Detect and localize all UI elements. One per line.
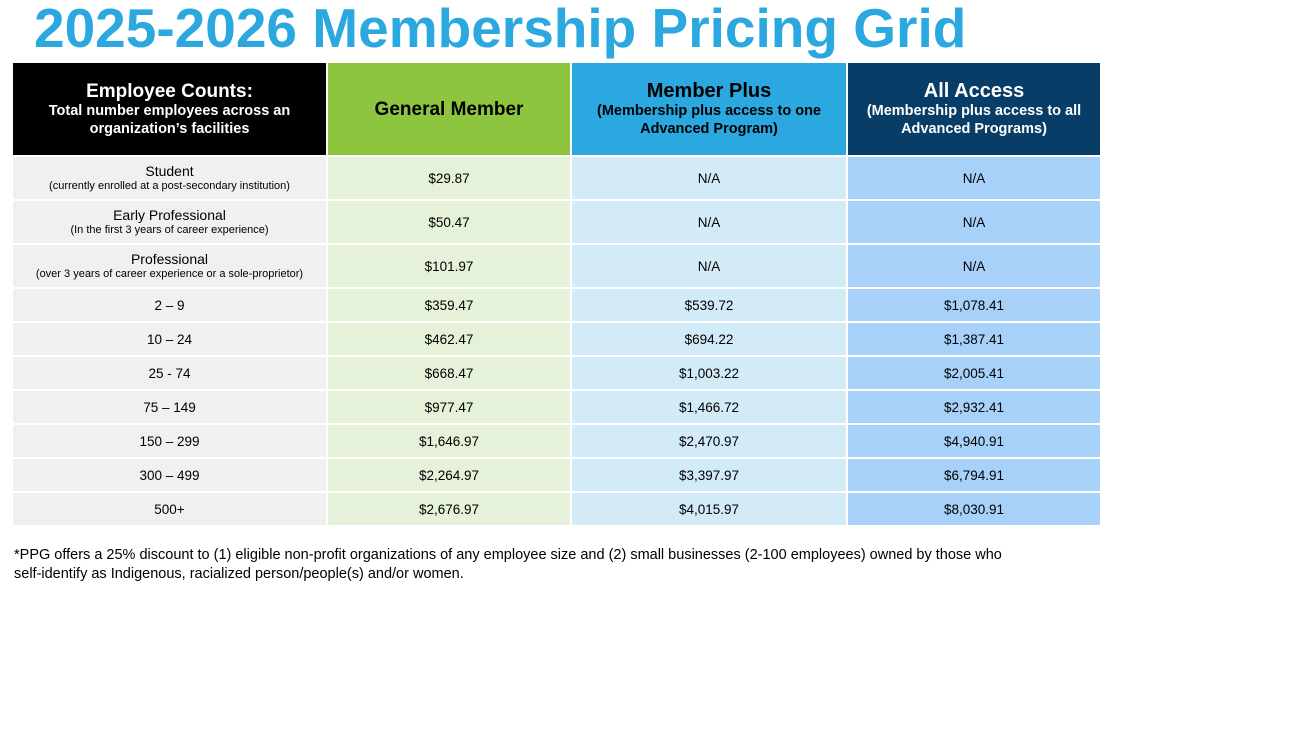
member-plus-price: $2,470.97	[570, 423, 848, 459]
all-access-price: $2,932.41	[846, 389, 1100, 425]
member-plus-price: $4,015.97	[570, 491, 848, 527]
row-label: 75 – 149	[13, 389, 328, 425]
row-label: Student	[145, 163, 194, 179]
header-title: General Member	[374, 98, 524, 120]
table-row: Early Professional (In the first 3 years…	[13, 199, 1100, 245]
member-plus-price: N/A	[570, 243, 848, 289]
header-title: Member Plus	[646, 79, 772, 102]
general-member-price: $1,646.97	[326, 423, 572, 459]
all-access-price: $1,387.41	[846, 321, 1100, 357]
table-row: 75 – 149 $977.47 $1,466.72 $2,932.41	[13, 389, 1100, 425]
table-row: 25 - 74 $668.47 $1,003.22 $2,005.41	[13, 355, 1100, 391]
table-row: 10 – 24 $462.47 $694.22 $1,387.41	[13, 321, 1100, 357]
general-member-price: $2,264.97	[326, 457, 572, 493]
all-access-price: $6,794.91	[846, 457, 1100, 493]
general-member-price: $29.87	[326, 155, 572, 201]
header-title: All Access	[923, 79, 1025, 102]
row-label: 25 - 74	[13, 355, 328, 391]
all-access-price: N/A	[846, 199, 1100, 245]
general-member-price: $359.47	[326, 287, 572, 323]
table-row: 2 – 9 $359.47 $539.72 $1,078.41	[13, 287, 1100, 323]
member-plus-price: N/A	[570, 155, 848, 201]
table-header-row: Employee Counts: Total number employees …	[13, 63, 1100, 157]
member-plus-price: $539.72	[570, 287, 848, 323]
row-label: 2 – 9	[13, 287, 328, 323]
row-sublabel: (over 3 years of career experience or a …	[35, 268, 304, 280]
row-label: Professional	[130, 251, 209, 267]
all-access-price: $4,940.91	[846, 423, 1100, 459]
header-subtitle: Total number employees across an organiz…	[48, 102, 291, 137]
header-employee-counts: Employee Counts: Total number employees …	[13, 63, 328, 157]
member-plus-price: $1,466.72	[570, 389, 848, 425]
member-plus-price: $3,397.97	[570, 457, 848, 493]
header-subtitle: (Membership plus access to one Advanced …	[596, 102, 821, 137]
member-plus-price: N/A	[570, 199, 848, 245]
page-title: 2025-2026 Membership Pricing Grid	[34, 0, 967, 59]
row-label-cell: Early Professional (In the first 3 years…	[13, 199, 328, 245]
all-access-price: N/A	[846, 243, 1100, 289]
row-label: 300 – 499	[13, 457, 328, 493]
table-row: Student (currently enrolled at a post-se…	[13, 155, 1100, 201]
row-label: 500+	[13, 491, 328, 527]
all-access-price: $2,005.41	[846, 355, 1100, 391]
all-access-price: $8,030.91	[846, 491, 1100, 527]
header-general-member: General Member	[326, 63, 572, 157]
row-label: 150 – 299	[13, 423, 328, 459]
header-subtitle: (Membership plus access to all Advanced …	[866, 102, 1082, 137]
header-member-plus: Member Plus (Membership plus access to o…	[570, 63, 848, 157]
header-title: Employee Counts:	[86, 80, 253, 102]
all-access-price: N/A	[846, 155, 1100, 201]
pricing-grid-table: Employee Counts: Total number employees …	[13, 63, 1100, 527]
general-member-price: $101.97	[326, 243, 572, 289]
row-sublabel: (In the first 3 years of career experien…	[70, 224, 269, 236]
general-member-price: $50.47	[326, 199, 572, 245]
discount-footnote: *PPG offers a 25% discount to (1) eligib…	[14, 547, 1002, 582]
general-member-price: $462.47	[326, 321, 572, 357]
general-member-price: $2,676.97	[326, 491, 572, 527]
table-row: 500+ $2,676.97 $4,015.97 $8,030.91	[13, 491, 1100, 527]
table-row: Professional (over 3 years of career exp…	[13, 243, 1100, 289]
row-label: 10 – 24	[13, 321, 328, 357]
all-access-price: $1,078.41	[846, 287, 1100, 323]
table-row: 150 – 299 $1,646.97 $2,470.97 $4,940.91	[13, 423, 1100, 459]
row-label: Early Professional	[113, 207, 226, 223]
member-plus-price: $1,003.22	[570, 355, 848, 391]
member-plus-price: $694.22	[570, 321, 848, 357]
row-label-cell: Professional (over 3 years of career exp…	[13, 243, 328, 289]
table-row: 300 – 499 $2,264.97 $3,397.97 $6,794.91	[13, 457, 1100, 493]
header-all-access: All Access (Membership plus access to al…	[846, 63, 1100, 157]
row-label-cell: Student (currently enrolled at a post-se…	[13, 155, 328, 201]
general-member-price: $668.47	[326, 355, 572, 391]
row-sublabel: (currently enrolled at a post-secondary …	[49, 180, 290, 192]
general-member-price: $977.47	[326, 389, 572, 425]
